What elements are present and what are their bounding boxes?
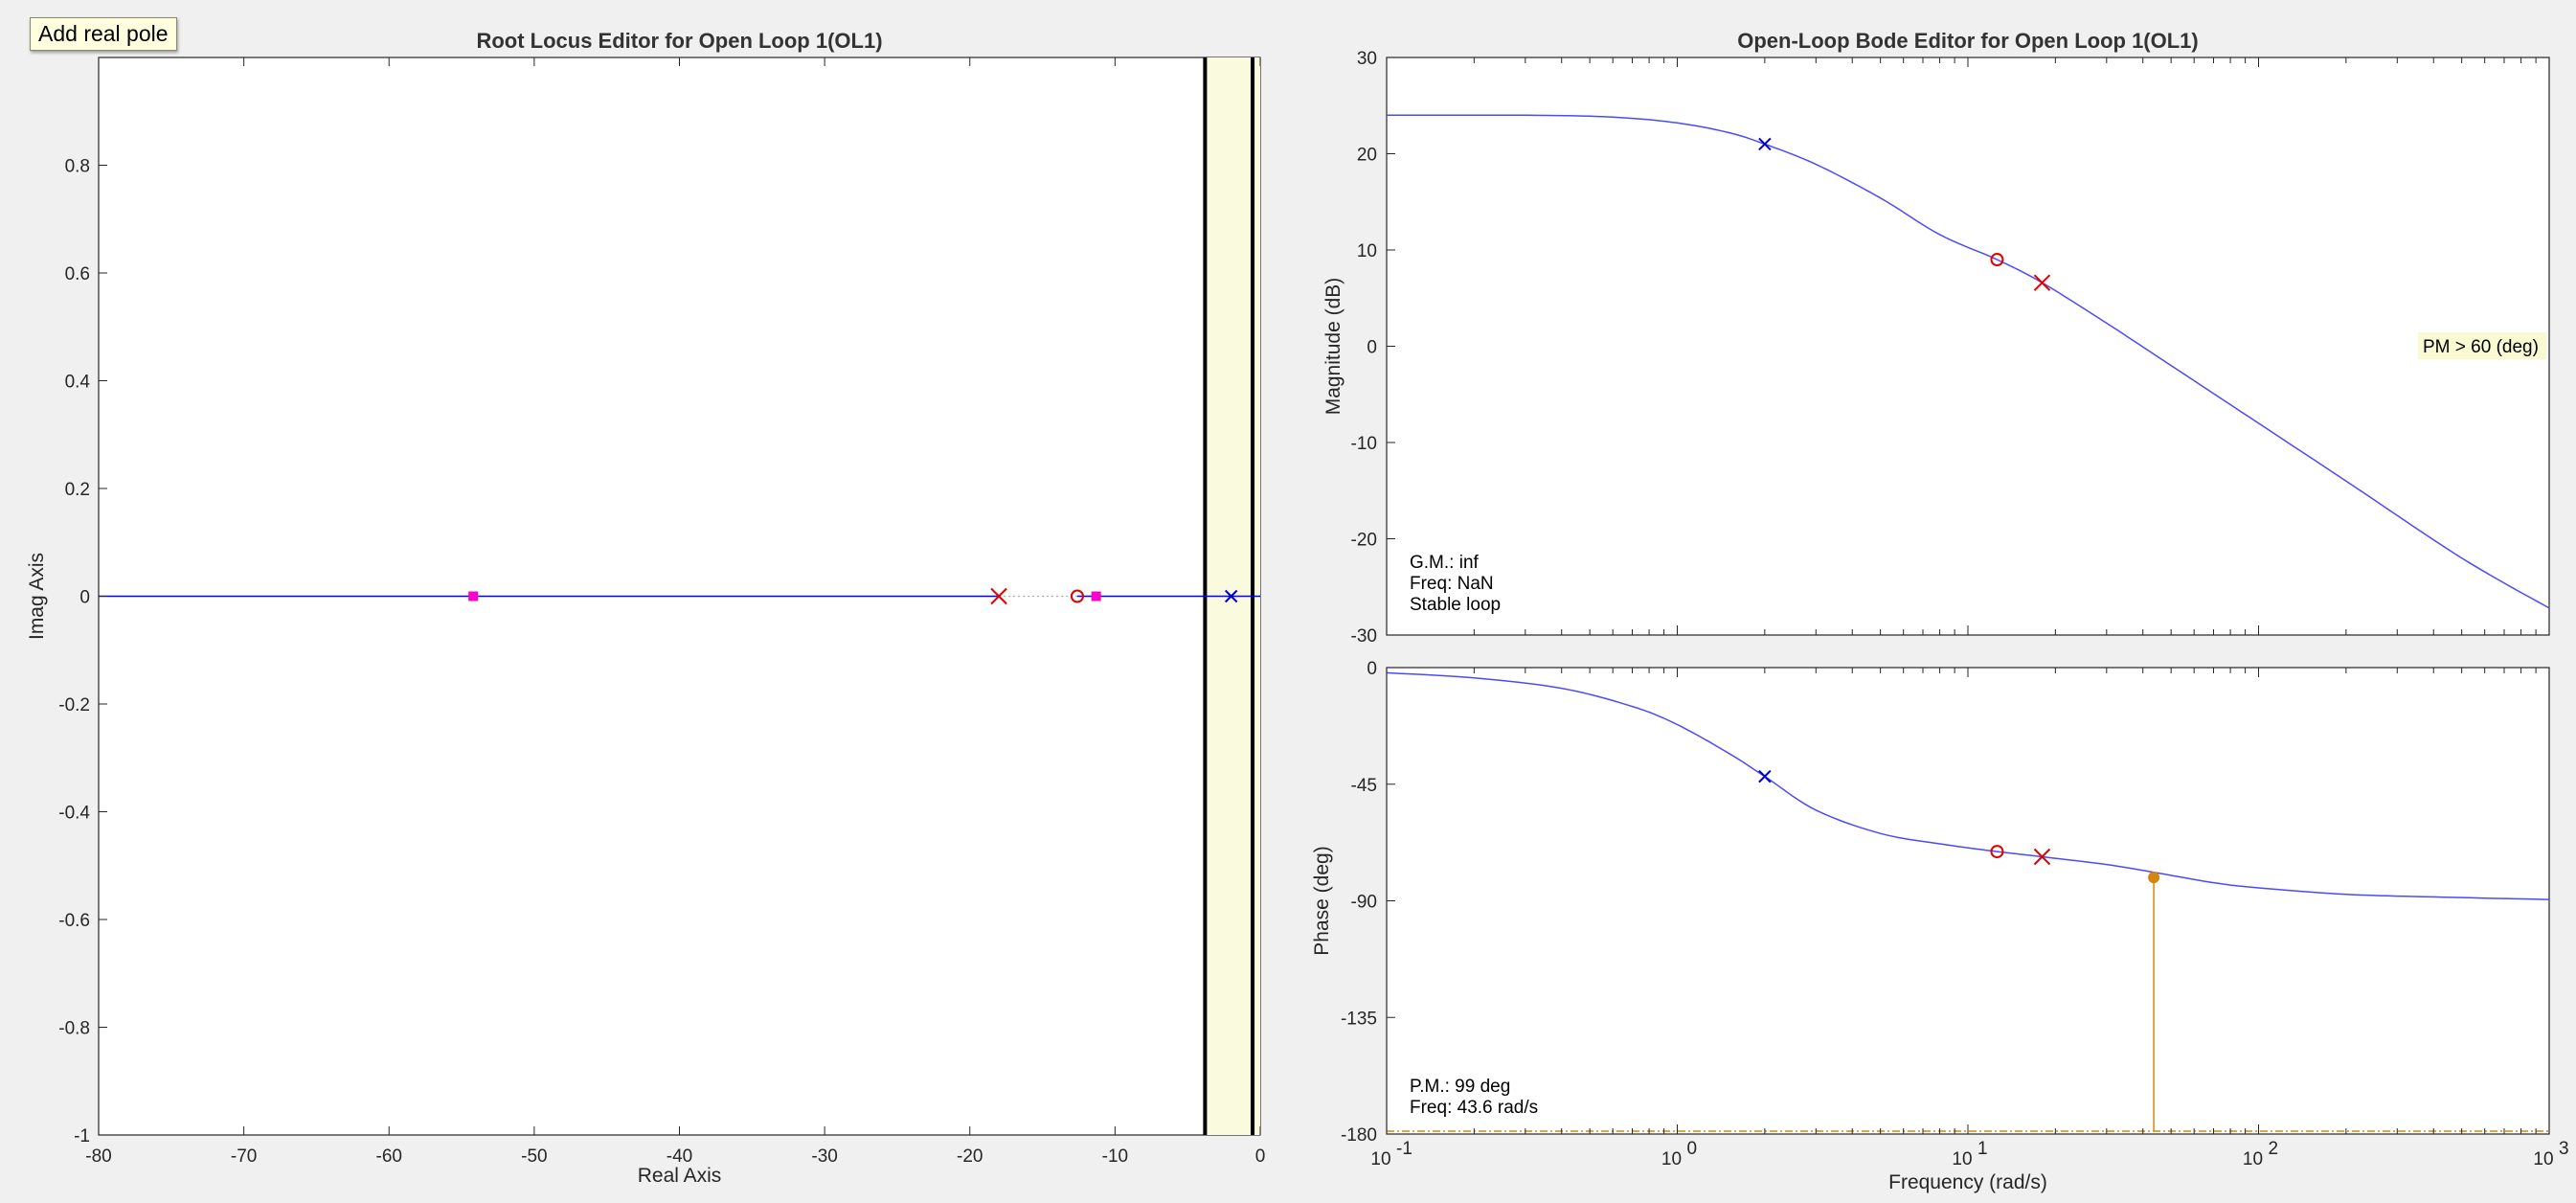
frequency-axis-label: Frequency (rad/s) [1888, 1171, 2047, 1193]
x-tick-exponent: 1 [1977, 1139, 1988, 1159]
bode-magnitude-plot[interactable]: -30 -20 -10 0 10 20 30 Open-Loop Bode Editor f… [1322, 29, 2550, 647]
y-tick-label: -45 [1351, 776, 1377, 796]
x-tick-label: 10 [1661, 1149, 1682, 1169]
y-tick-label: -1 [74, 1126, 90, 1146]
phase-curve [1386, 671, 2550, 900]
x-tick-label: -20 [957, 1146, 983, 1167]
y-tick-label: 0.8 [65, 157, 90, 177]
x-tick-label: 0 [1255, 1146, 1266, 1167]
y-tick-label: 30 [1357, 49, 1377, 69]
x-tick-label: -80 [85, 1146, 111, 1167]
x-tick-exponent: 3 [2559, 1139, 2569, 1159]
tooltip: Add real pole [30, 17, 177, 51]
root-locus-editor[interactable]: -80 -70 -60 -50 -40 -30 -20 -10 0 -1 -0.8 -0.6 -0.4 -… [26, 29, 1265, 1187]
y-tick-label: 0.4 [65, 373, 91, 393]
phase-margin-marker[interactable] [2148, 872, 2160, 884]
magnitude-axis-label: Magnitude (dB) [1322, 278, 1344, 416]
y-tick-label: 0 [1367, 338, 1377, 358]
open-loop-zero-marker[interactable] [1990, 253, 2004, 267]
y-tick-label: -0.8 [58, 1019, 90, 1039]
y-tick-label: -180 [1341, 1125, 1377, 1146]
x-tick-label: -40 [667, 1146, 692, 1167]
x-tick-label: -50 [521, 1146, 547, 1167]
y-tick-label: -90 [1351, 893, 1377, 913]
y-tick-label: 0.6 [65, 264, 90, 284]
x-tick-label: 10 [1370, 1149, 1390, 1169]
x-tick-exponent: 2 [2269, 1139, 2279, 1159]
root-locus-x-axis-label: Real Axis [638, 1165, 722, 1187]
phase-margin-text: P.M.: 99 deg [1410, 1077, 1510, 1097]
magnitude-curve [1387, 114, 2550, 609]
compensator-pole-marker[interactable] [1758, 137, 1772, 151]
y-tick-label: 0.2 [65, 480, 90, 500]
open-loop-pole-marker[interactable] [2033, 274, 2051, 291]
open-loop-zero-marker[interactable] [1990, 845, 2004, 859]
x-tick-label: 10 [1952, 1149, 1972, 1169]
y-tick-label: -0.6 [58, 911, 90, 931]
y-tick-label: -135 [1341, 1009, 1377, 1029]
x-tick-label: -70 [231, 1146, 257, 1167]
x-tick-label: -60 [376, 1146, 402, 1167]
loop-stability-text: Stable loop [1410, 595, 1501, 615]
y-tick-label: 0 [1367, 659, 1377, 679]
y-tick-label: 20 [1357, 146, 1377, 166]
y-tick-label: 10 [1357, 241, 1377, 261]
closed-loop-pole-marker[interactable] [468, 591, 479, 602]
x-tick-exponent: -1 [1396, 1139, 1412, 1159]
compensator-pole-marker[interactable] [1224, 589, 1238, 603]
pm-annotation: PM > 60 (deg) [2423, 337, 2539, 357]
x-tick-exponent: 0 [1687, 1139, 1698, 1159]
gain-margin-text: G.M.: inf [1410, 553, 1480, 573]
phase-axis-label: Phase (deg) [1311, 846, 1333, 955]
open-loop-pole-marker[interactable] [2033, 848, 2051, 866]
y-tick-label: 0 [79, 588, 90, 608]
bode-editor-title: Open-Loop Bode Editor for Open Loop 1(OL… [1737, 29, 2199, 53]
closed-loop-pole-marker[interactable] [1091, 591, 1101, 602]
root-locus-y-axis-label: Imag Axis [26, 553, 48, 640]
y-tick-label: -0.2 [58, 695, 90, 715]
y-tick-label: -0.4 [58, 804, 90, 824]
x-tick-label: -30 [811, 1146, 837, 1167]
open-loop-zero-marker[interactable] [1070, 589, 1084, 603]
root-locus-title: Root Locus Editor for Open Loop 1(OL1) [476, 29, 882, 53]
x-tick-label: 10 [2533, 1149, 2553, 1169]
phase-margin-freq-text: Freq: 43.6 rad/s [1410, 1098, 1538, 1118]
x-tick-label: -10 [1102, 1146, 1128, 1167]
bode-magnitude-plot-area[interactable] [1386, 57, 2550, 636]
compensator-pole-marker[interactable] [1758, 769, 1772, 783]
pm-annotation-box [2418, 332, 2546, 359]
bode-phase-plot-area[interactable] [1386, 667, 2550, 1135]
y-tick-label: -10 [1351, 434, 1377, 454]
y-tick-label: -30 [1351, 626, 1377, 647]
y-tick-label: -20 [1351, 531, 1377, 551]
gain-margin-freq-text: Freq: NaN [1410, 574, 1494, 594]
x-tick-label: 10 [2243, 1149, 2263, 1169]
open-loop-pole-marker[interactable] [990, 587, 1007, 605]
